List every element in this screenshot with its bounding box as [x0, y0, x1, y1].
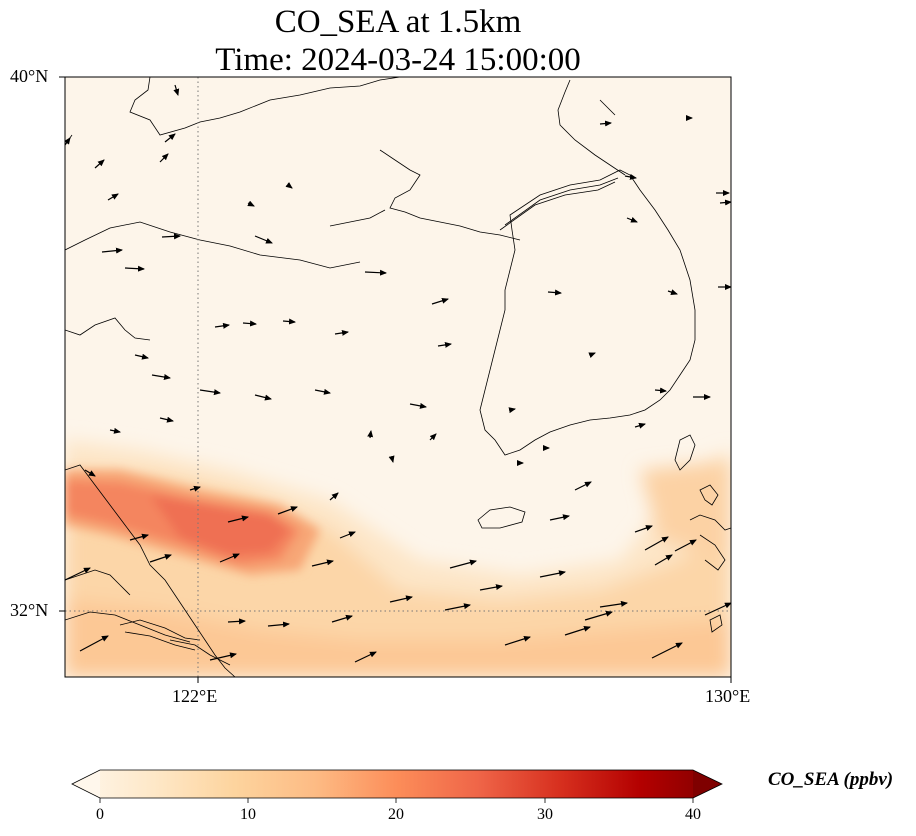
- wind-vectors: [65, 84, 731, 663]
- lat-label-40n: 40°N: [10, 66, 49, 86]
- colorbar-tick-0: 0: [96, 806, 104, 823]
- wind-arrow: [508, 407, 516, 414]
- wind-arrow: [667, 289, 678, 295]
- wind-arrow: [65, 567, 91, 581]
- wind-arrow: [354, 651, 377, 663]
- wind-arrow: [654, 387, 667, 394]
- wind-arrow: [247, 200, 255, 207]
- wind-arrow: [388, 455, 395, 463]
- wind-arrow: [107, 193, 119, 201]
- colorbar-fill: [72, 770, 722, 798]
- colorbar-tick-40: 40: [685, 806, 701, 823]
- wind-arrow: [651, 642, 683, 659]
- wind-arrow: [599, 120, 612, 127]
- wind-arrow: [219, 553, 240, 563]
- wind-arrow: [311, 559, 334, 567]
- wind-arrow: [437, 341, 452, 348]
- wind-arrow: [479, 584, 503, 591]
- wind-arrow: [719, 199, 731, 206]
- wind-arrow: [164, 133, 176, 143]
- wind-arrow: [101, 247, 123, 254]
- wind-arrow: [364, 269, 387, 276]
- wind-arrow: [339, 531, 356, 539]
- wind-arrow: [109, 427, 121, 434]
- colorbar: [71, 769, 723, 803]
- wind-arrow: [674, 539, 697, 552]
- wind-arrow: [549, 514, 570, 521]
- lat-label-32n: 32°N: [10, 600, 49, 620]
- wind-arrow: [331, 614, 353, 623]
- chart-title: CO_SEA at 1.5km: [274, 4, 522, 40]
- wind-arrow: [564, 625, 591, 636]
- wind-arrow: [209, 652, 237, 661]
- wind-arrow: [199, 389, 221, 396]
- wind-arrow: [285, 182, 293, 189]
- colorbar-tick-30: 30: [537, 806, 553, 823]
- wind-arrow: [159, 416, 174, 423]
- wind-arrow: [84, 469, 96, 477]
- wind-arrow: [159, 153, 169, 163]
- wind-arrow: [149, 554, 172, 563]
- wind-arrow: [329, 492, 339, 501]
- wind-arrow: [242, 320, 257, 327]
- wind-arrow: [504, 635, 531, 646]
- wind-arrow: [282, 318, 296, 325]
- wind-arrow: [389, 595, 413, 603]
- wind-arrow: [214, 322, 230, 329]
- wind-arrow: [409, 402, 427, 409]
- wind-arrow: [227, 618, 246, 625]
- wind-arrow: [254, 235, 273, 244]
- wind-arrow: [429, 433, 437, 441]
- wind-arrow: [151, 374, 171, 380]
- map-frame: [64, 76, 732, 678]
- wind-arrow: [189, 485, 201, 492]
- colorbar-extend-min: [72, 770, 100, 798]
- wind-arrow: [431, 297, 449, 305]
- wind-arrow: [277, 506, 298, 515]
- wind-arrow: [334, 329, 349, 336]
- wind-arrow: [634, 525, 653, 533]
- wind-arrow: [134, 353, 149, 360]
- wind-arrow: [124, 265, 145, 272]
- wind-arrow: [94, 159, 105, 169]
- concentration-field: [65, 77, 731, 677]
- colorbar-tick-20: 20: [388, 806, 404, 823]
- colorbar-ticks: [99, 798, 694, 803]
- wind-arrow: [444, 603, 471, 611]
- colorbar-label: CO_SEA (ppbv): [768, 769, 894, 790]
- wind-arrow: [79, 635, 109, 652]
- wind-arrow: [704, 602, 731, 616]
- wind-arrow: [65, 137, 71, 146]
- map-gridlines: [65, 77, 731, 677]
- colorbar-tick-10: 10: [240, 806, 256, 823]
- wind-arrow: [584, 610, 613, 621]
- wind-arrow: [314, 388, 331, 395]
- wind-arrow: [173, 84, 180, 96]
- lon-label-130e: 130°E: [705, 686, 751, 706]
- wind-arrow: [588, 352, 596, 359]
- wind-arrow: [626, 216, 638, 223]
- map-panel: [59, 76, 732, 683]
- wind-arrow: [227, 515, 249, 523]
- chart-subtitle-time: Time: 2024-03-24 15:00:00: [215, 42, 581, 78]
- wind-arrow: [449, 559, 477, 569]
- wind-arrow: [599, 600, 628, 608]
- wind-arrow: [129, 533, 149, 541]
- wind-arrow: [161, 233, 181, 240]
- lon-label-122e: 122°E: [172, 686, 218, 706]
- wind-arrow: [267, 621, 290, 628]
- coastlines: [65, 77, 731, 677]
- axis-ticks: [59, 76, 732, 683]
- wind-arrow: [624, 173, 637, 180]
- wind-arrow: [634, 422, 646, 429]
- wind-arrow: [574, 481, 592, 491]
- wind-arrow: [547, 289, 562, 296]
- wind-arrow: [644, 536, 669, 551]
- colorbar-extend-max: [693, 770, 722, 798]
- wind-arrow: [654, 554, 673, 566]
- wind-arrow: [254, 394, 272, 401]
- wind-arrow: [367, 430, 374, 439]
- wind-arrow: [539, 570, 566, 578]
